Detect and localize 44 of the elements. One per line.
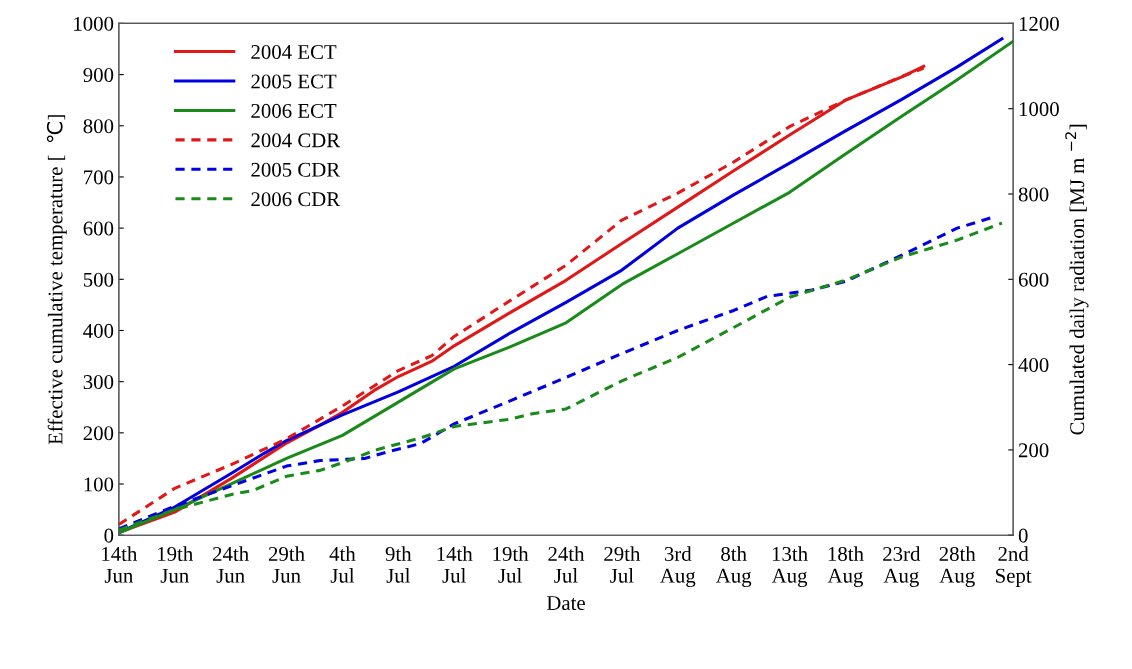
legend-label: 2004 ECT bbox=[251, 44, 337, 60]
x-tick-label: 19th Jun bbox=[158, 546, 193, 583]
legend-label: 2006 CDR bbox=[251, 192, 341, 207]
y2-tick-label: 400 bbox=[1018, 357, 1049, 373]
legend-label: 2005 ECT bbox=[251, 74, 337, 89]
legend-label: 2005 CDR bbox=[251, 162, 341, 177]
x-axis-title: Date bbox=[546, 596, 585, 611]
y2-axis-title: Cumulated daily radiation [MJ m $^{−2}$] bbox=[1065, 124, 1089, 435]
x-tick-label: 23rd Aug bbox=[883, 546, 921, 588]
y-tick-label: 800 bbox=[83, 119, 114, 134]
y-tick-label: 600 bbox=[83, 221, 114, 236]
y-tick-label: 300 bbox=[83, 375, 114, 390]
x-tick-label: 24th Jun bbox=[213, 546, 249, 583]
y-tick-label: 1000 bbox=[74, 16, 114, 31]
y-tick-label: 700 bbox=[84, 170, 114, 185]
y2-tick-label: 200 bbox=[1018, 443, 1049, 458]
x-tick-label: 29th Jun bbox=[268, 546, 305, 583]
y-tick-label: 900 bbox=[83, 67, 114, 83]
x-tick-label: 18th Aug bbox=[827, 546, 864, 588]
y2-tick-label: 1000 bbox=[1019, 102, 1059, 117]
x-tick-label: 4th Jul bbox=[329, 546, 356, 583]
y2-tick-label: 1200 bbox=[1019, 16, 1059, 31]
y2-tick-label: 600 bbox=[1018, 272, 1049, 287]
x-tick-label: 13th Aug bbox=[771, 546, 808, 588]
y2-tick-label: 0 bbox=[1018, 528, 1028, 543]
legend-label: 2004 CDR bbox=[251, 133, 341, 148]
x-tick-label: 14th Jun bbox=[102, 546, 138, 583]
legend-label: 2006 ECT bbox=[251, 103, 337, 118]
y-tick-label: 0 bbox=[104, 528, 114, 543]
y-tick-label: 100 bbox=[84, 477, 114, 492]
y-axis-title: Effective cumulative temperature [ ℃] bbox=[46, 115, 67, 445]
x-tick-label: 28th Aug bbox=[939, 546, 976, 588]
x-tick-label: 24th Jul bbox=[548, 546, 585, 583]
x-tick-label: 2nd Sept bbox=[996, 546, 1032, 587]
y-tick-label: 400 bbox=[83, 323, 114, 338]
x-tick-label: 8th Aug bbox=[715, 546, 752, 588]
x-tick-label: 9th Jul bbox=[385, 546, 412, 583]
y-tick-label: 200 bbox=[83, 426, 114, 441]
x-tick-label: 29th Jul bbox=[604, 546, 641, 583]
y-tick-label: 500 bbox=[83, 272, 114, 287]
x-tick-label: 3rd Aug bbox=[660, 546, 696, 588]
x-tick-label: 14th Jul bbox=[437, 546, 473, 583]
y2-tick-label: 800 bbox=[1018, 187, 1049, 202]
x-tick-label: 19th Jul bbox=[493, 546, 529, 583]
